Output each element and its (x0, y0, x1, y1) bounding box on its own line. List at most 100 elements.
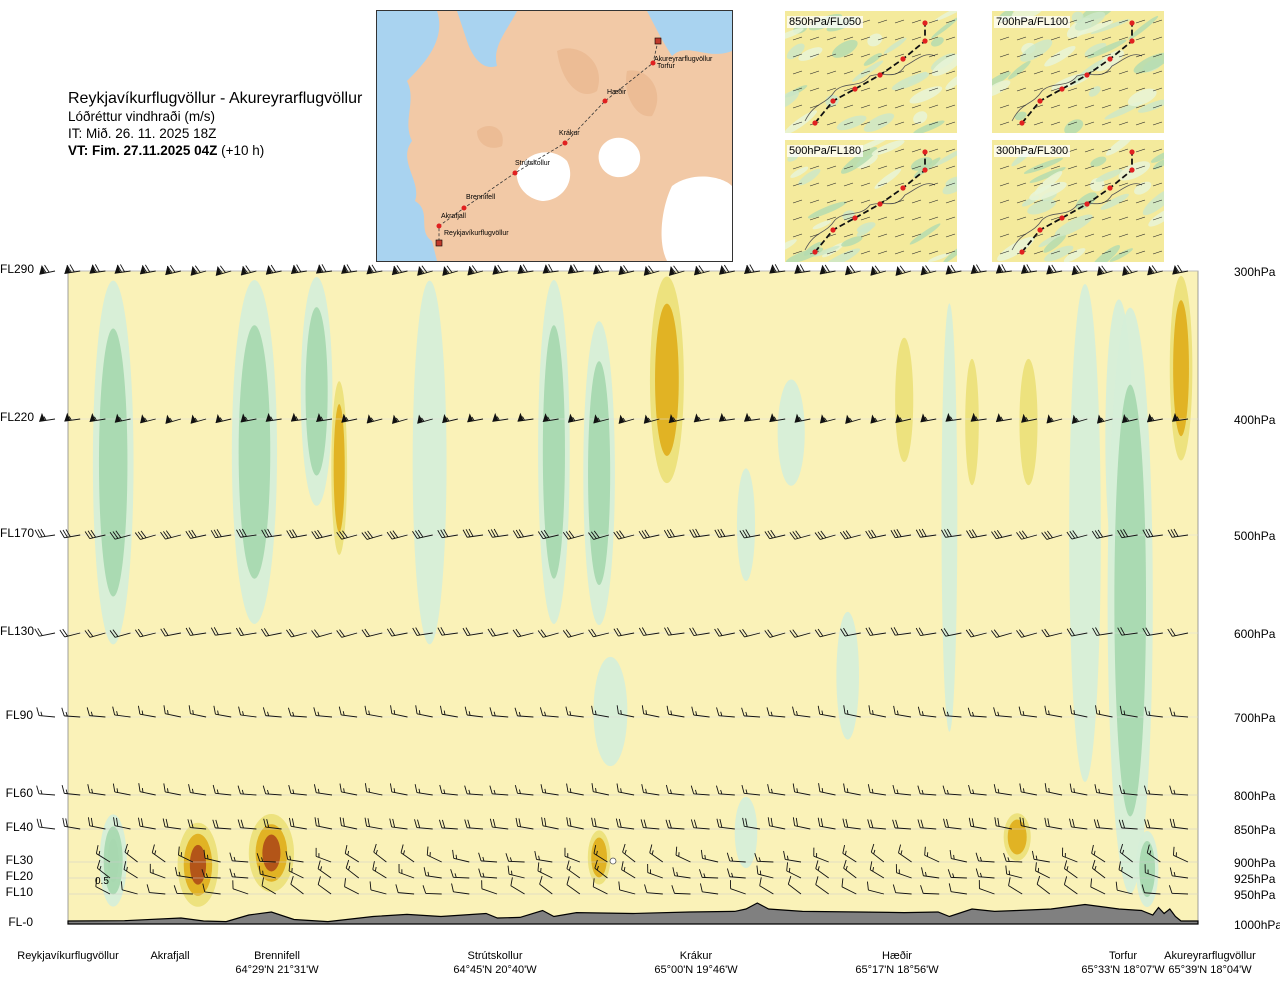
wind-barb-staff (190, 418, 207, 424)
location-label: Akureyrarflugvöllur (1164, 950, 1256, 962)
wind-barb-staff (39, 715, 56, 718)
location-label: Torfur (1108, 950, 1138, 962)
mini-map-field-patch (821, 248, 861, 262)
updraft-region (1019, 358, 1038, 486)
wind-barb-feather (292, 529, 298, 538)
wind-barb-half (342, 711, 345, 716)
mini-map-wind-barb (928, 36, 939, 41)
mini-map-wind-barb (945, 182, 956, 187)
wind-barb-half (518, 789, 521, 794)
updraft-region (655, 303, 679, 456)
wind-barb-feather (123, 861, 127, 870)
wind-barb-flag (1046, 265, 1053, 275)
wind-barb (843, 783, 861, 796)
wind-barb-feather (318, 264, 324, 273)
wind-barb-feather (112, 783, 116, 793)
wind-barb-flag (89, 413, 96, 422)
wind-barb (240, 265, 257, 276)
wind-barb-feather (165, 818, 169, 828)
mini-map-wind-barb (1050, 36, 1061, 41)
mini-map-wind-barb (1016, 87, 1027, 92)
wind-barb-feather (144, 264, 151, 273)
wind-barb-half (403, 850, 405, 855)
wind-barb-half (821, 788, 824, 793)
wind-barb-flag (719, 265, 726, 275)
wind-barb-feather (698, 265, 705, 273)
wind-barb-feather (648, 265, 654, 273)
mini-map-wind-barb (1084, 233, 1095, 238)
wind-barb (286, 628, 307, 638)
wind-barb-half (374, 866, 377, 872)
wind-barb-feather (317, 817, 320, 827)
mini-map-field-patch (907, 71, 928, 85)
wind-barb-feather (62, 817, 65, 827)
wind-barb (59, 628, 81, 638)
wind-barb (616, 783, 635, 796)
mini-map-wind-barb (1016, 199, 1027, 204)
mini-map-wind-barb (928, 104, 939, 109)
wind-barb-feather (566, 860, 570, 869)
mini-map-field-patch (883, 37, 907, 54)
mini-map-wind-barb (999, 182, 1010, 187)
mini-map-field-patch (1087, 39, 1127, 59)
wind-barb-feather (971, 529, 978, 538)
wind-barb-half (952, 873, 955, 878)
wind-barb-feather (392, 818, 396, 828)
wind-barb-half (1173, 871, 1176, 877)
wind-barb (1115, 881, 1133, 895)
wind-barb-feather (978, 880, 980, 889)
wind-barb-feather (109, 532, 116, 540)
wind-barb-feather (537, 531, 544, 539)
mini-map-wind-barb (999, 216, 1010, 221)
mini-map-wind-barb (877, 36, 888, 41)
wind-barb-feather (545, 264, 551, 273)
mini-map-waypoint (877, 72, 883, 78)
wind-barb (1169, 867, 1189, 879)
wind-barb-half (1035, 855, 1038, 860)
wind-barb-feather (87, 530, 94, 539)
wind-barb-staff (841, 886, 857, 895)
wind-barb-feather (138, 783, 141, 792)
wind-barb-feather (287, 707, 292, 717)
wind-barb-feather (1003, 853, 1007, 862)
valid-time-bold: VT: Fim. 27.11.2025 04Z (68, 143, 218, 158)
mini-map-field-patch (1054, 214, 1093, 237)
wind-barb-feather (471, 265, 478, 273)
wind-barb-feather (594, 859, 598, 869)
wind-barb (190, 265, 207, 276)
wind-barb (202, 883, 221, 895)
mini-map-wind-barb (945, 148, 956, 153)
wind-barb-feather (668, 819, 672, 829)
wind-barb (815, 876, 829, 895)
flight-level-label: FL40 (5, 820, 33, 834)
wind-barb-feather (1073, 265, 1079, 274)
wind-barb (64, 412, 81, 422)
wind-barb (562, 530, 584, 540)
wind-barb (618, 265, 635, 276)
wind-barb-half (493, 711, 496, 717)
wind-barb-staff (643, 270, 660, 276)
wind-barb-feather (539, 707, 544, 716)
wind-barb (261, 877, 277, 895)
wind-barb (699, 883, 719, 895)
wind-barb (819, 264, 836, 275)
mini-map-wind-barb (999, 104, 1010, 109)
wind-barb-feather (1095, 627, 1101, 636)
wind-barb (210, 529, 232, 539)
wind-barb (898, 844, 912, 863)
mini-map-wind-barb (843, 250, 854, 255)
wind-barb-half (126, 866, 128, 872)
wind-barb-feather (1167, 529, 1173, 538)
wind-barb-feather (759, 877, 762, 886)
wind-barb (1044, 705, 1063, 718)
mini-map-field-patch (1150, 150, 1164, 163)
wind-barb-feather (398, 863, 400, 873)
wind-barb-half (1050, 417, 1054, 422)
wind-barb-half (786, 855, 789, 860)
wind-barb-feather (1019, 783, 1022, 792)
wind-barb-half (568, 866, 571, 871)
wind-barb-staff (542, 270, 559, 274)
wind-barb-feather (564, 847, 566, 857)
wind-barb (240, 413, 257, 423)
mini-map-wind-barb (809, 53, 820, 58)
